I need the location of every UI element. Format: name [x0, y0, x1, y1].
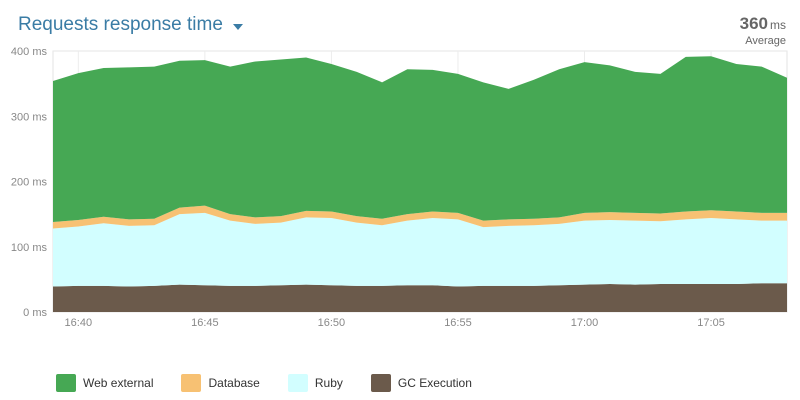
y-tick-label: 400 ms — [11, 46, 48, 58]
y-tick-label: 300 ms — [11, 111, 48, 123]
legend-item-web-external[interactable]: Web external — [56, 374, 153, 392]
legend-label: Web external — [83, 376, 154, 390]
area-ruby — [53, 212, 787, 287]
chevron-down-icon — [232, 24, 243, 30]
average-label: Average — [745, 35, 786, 47]
chart-title-dropdown[interactable]: Requests response time — [18, 14, 243, 36]
chart-legend: Web external Database Ruby GC Execution — [56, 374, 472, 392]
legend-label: Database — [208, 376, 260, 390]
x-tick-label: 16:55 — [444, 317, 472, 329]
x-tick-label: 17:05 — [697, 317, 725, 329]
y-tick-label: 200 ms — [11, 177, 48, 189]
area-web-external — [53, 56, 787, 222]
average-readout: 360 ms Average — [706, 14, 786, 47]
legend-swatch — [370, 374, 391, 392]
x-tick-label: 16:45 — [191, 317, 219, 329]
legend-swatch — [287, 374, 308, 392]
chart-title: Requests response time — [18, 14, 223, 35]
legend-item-ruby[interactable]: Ruby — [287, 374, 343, 392]
average-unit: ms — [770, 18, 786, 32]
y-tick-label: 100 ms — [11, 242, 48, 254]
area-database — [53, 205, 787, 229]
average-value: 360 — [739, 14, 768, 33]
legend-swatch — [56, 374, 76, 392]
y-tick-label: 0 ms — [23, 307, 47, 319]
legend-swatch — [181, 374, 202, 392]
x-tick-label: 16:50 — [318, 317, 346, 329]
legend-item-database[interactable]: Database — [181, 374, 260, 392]
x-tick-label: 17:00 — [571, 317, 599, 329]
x-tick-label: 16:40 — [65, 317, 93, 329]
legend-label: GC Execution — [397, 376, 472, 390]
legend-label: Ruby — [314, 376, 343, 390]
area-gc-execution — [53, 283, 787, 312]
legend-item-gc-execution[interactable]: GC Execution — [370, 374, 472, 392]
